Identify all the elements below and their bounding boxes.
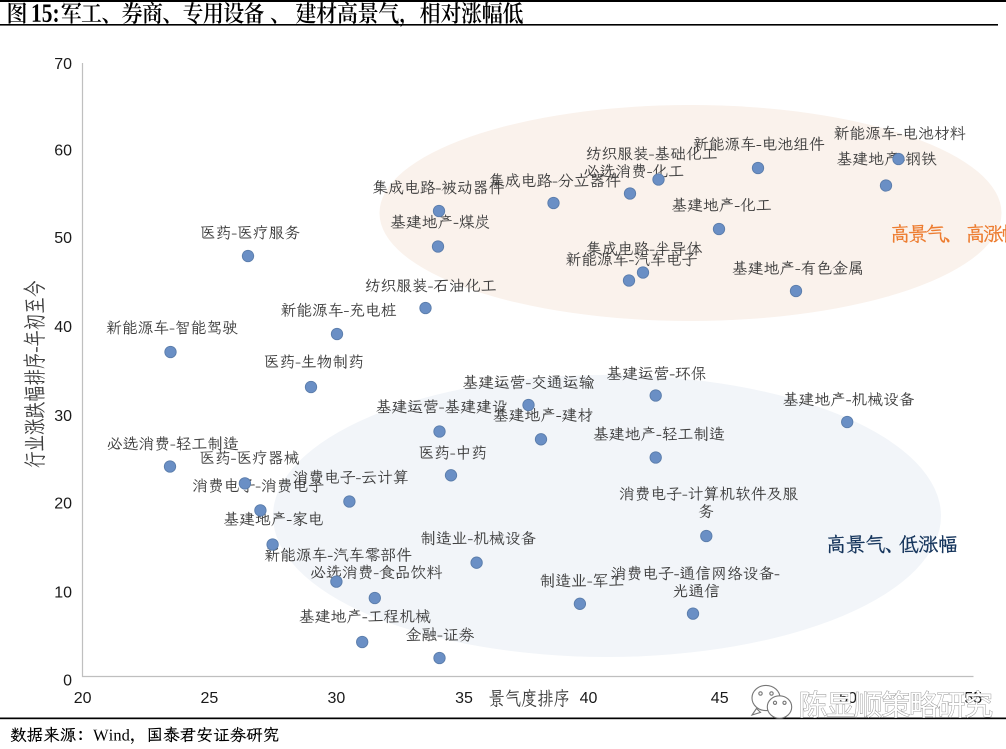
svg-text:45: 45 <box>711 690 729 707</box>
svg-text:60: 60 <box>54 143 72 160</box>
svg-text:35: 35 <box>455 690 473 707</box>
svg-text:10: 10 <box>54 584 72 601</box>
svg-text:40: 40 <box>54 319 72 336</box>
svg-text:30: 30 <box>54 408 72 425</box>
svg-text:70: 70 <box>54 56 72 73</box>
svg-text:30: 30 <box>328 690 346 707</box>
svg-text:20: 20 <box>74 690 92 707</box>
svg-text:25: 25 <box>201 690 219 707</box>
svg-text:40: 40 <box>580 690 598 707</box>
svg-text:20: 20 <box>54 495 72 512</box>
svg-text:0: 0 <box>63 673 72 690</box>
svg-text:50: 50 <box>54 230 72 247</box>
